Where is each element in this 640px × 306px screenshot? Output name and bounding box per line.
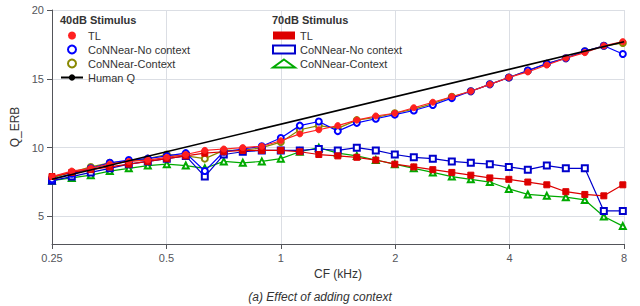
svg-text:4: 4 bbox=[507, 252, 513, 264]
svg-text:CoNNear-No context: CoNNear-No context bbox=[88, 44, 190, 56]
svg-text:CoNNear-No context: CoNNear-No context bbox=[300, 44, 402, 56]
svg-text:1: 1 bbox=[278, 252, 284, 264]
svg-text:0.5: 0.5 bbox=[159, 252, 174, 264]
svg-text:8: 8 bbox=[621, 252, 627, 264]
svg-text:(a) Effect of adding context: (a) Effect of adding context bbox=[248, 290, 392, 304]
svg-text:0.25: 0.25 bbox=[41, 252, 62, 264]
svg-text:5: 5 bbox=[38, 210, 44, 222]
svg-text:2: 2 bbox=[392, 252, 398, 264]
svg-text:CoNNear-Context: CoNNear-Context bbox=[88, 58, 175, 70]
svg-text:TL: TL bbox=[88, 30, 101, 42]
svg-text:CF (kHz): CF (kHz) bbox=[314, 267, 362, 281]
svg-text:Human Q: Human Q bbox=[88, 72, 136, 84]
svg-text:Q_ERB: Q_ERB bbox=[8, 107, 22, 148]
svg-text:TL: TL bbox=[300, 30, 313, 42]
svg-text:70dB Stimulus: 70dB Stimulus bbox=[272, 14, 348, 26]
svg-text:15: 15 bbox=[32, 73, 44, 85]
svg-text:20: 20 bbox=[32, 4, 44, 16]
svg-text:10: 10 bbox=[32, 142, 44, 154]
svg-text:40dB Stimulus: 40dB Stimulus bbox=[60, 14, 136, 26]
svg-text:CoNNear-Context: CoNNear-Context bbox=[300, 58, 387, 70]
